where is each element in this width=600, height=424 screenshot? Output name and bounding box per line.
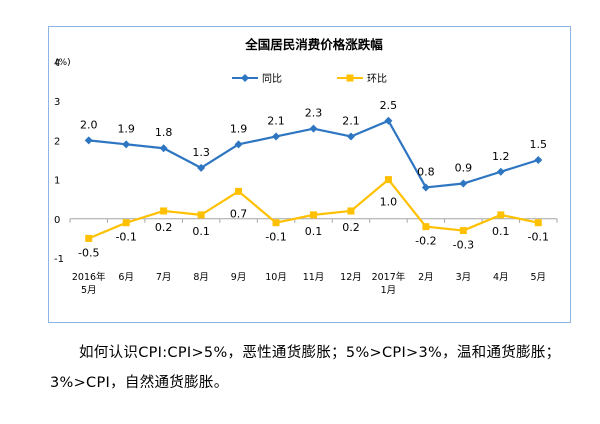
mom-point (122, 219, 130, 227)
legend-marker (346, 74, 354, 82)
x-tick-label: 2月 (418, 272, 434, 283)
mom-data-label: 0.1 (492, 225, 510, 238)
mom-data-label: 0.7 (230, 207, 248, 220)
mom-point (384, 176, 392, 184)
y-axis-unit: (%) (55, 58, 71, 68)
y-tick-label: 0 (54, 215, 60, 226)
yoy-data-label: 2.3 (305, 107, 323, 120)
mom-point (197, 211, 205, 219)
mom-point (534, 219, 542, 227)
y-tick-label: 3 (54, 97, 60, 108)
legend-label: 环比 (367, 73, 387, 85)
mom-point (235, 187, 243, 195)
yoy-data-label: 1.9 (230, 122, 248, 135)
yoy-point (384, 116, 393, 125)
mom-data-label: 0.1 (305, 225, 323, 238)
x-tick-label: 3月 (456, 272, 472, 283)
x-tick-label: 12月 (340, 272, 362, 283)
mom-data-label: -0.1 (528, 231, 549, 244)
mom-point (347, 207, 355, 215)
mom-data-label: -0.3 (453, 239, 474, 252)
mom-data-label: -0.1 (265, 231, 286, 244)
x-tick-label: 8月 (193, 272, 209, 283)
mom-data-label: -0.2 (415, 235, 436, 248)
yoy-data-label: 1.9 (117, 122, 135, 135)
x-tick-label: 1月 (381, 285, 397, 296)
legend-marker (241, 74, 249, 82)
yoy-data-label: 1.8 (155, 126, 173, 139)
mom-point (497, 211, 505, 219)
yoy-data-label: 2.5 (380, 99, 398, 112)
mom-data-label: 0.1 (192, 225, 210, 238)
mom-point (422, 223, 430, 231)
mom-point (310, 211, 317, 219)
mom-data-label: 0.2 (342, 221, 360, 234)
legend-label: 同比 (262, 73, 282, 85)
cpi-chart: 全国居民消费价格涨跌幅 (%) -1 0 1 2 3 4 2016年 5月 6月 7月 8月 9月 10月 1… (54, 37, 558, 296)
x-tick-label: 7月 (156, 272, 172, 283)
yoy-point (84, 136, 93, 145)
mom-data-label: -0.1 (115, 231, 136, 244)
y-tick-label: 1 (54, 176, 60, 187)
yoy-point (496, 167, 505, 176)
x-tick-label: 2017年 (372, 271, 406, 283)
yoy-data-label: 1.3 (192, 146, 210, 159)
mom-data-label: 0.2 (155, 221, 173, 234)
yoy-data-label: 0.9 (455, 162, 473, 175)
yoy-data-label: 2.1 (342, 114, 360, 127)
yoy-data-label: 1.5 (530, 138, 548, 151)
chart-title: 全国居民消费价格涨跌幅 (244, 37, 383, 52)
y-tick-label: 4 (54, 58, 60, 69)
yoy-data-label: 1.2 (492, 150, 510, 163)
yoy-point (159, 144, 168, 153)
yoy-point (309, 124, 318, 133)
yoy-data-label: 2.0 (80, 118, 98, 131)
x-tick-label: 9月 (231, 272, 247, 283)
mom-point (272, 219, 280, 227)
x-tick-label: 5月 (81, 285, 97, 296)
mom-point (85, 234, 93, 242)
cpi-caption: 如何认识CPI:CPI>5%，恶性通货膨胀；5%>CPI>3%，温和通货膨胀；3… (50, 345, 561, 391)
yoy-point (459, 179, 468, 188)
yoy-data-label: 2.1 (267, 114, 285, 127)
yoy-point (272, 132, 281, 141)
x-tick-label: 2016年 (72, 271, 106, 283)
yoy-point (234, 140, 243, 149)
y-tick-label: 2 (54, 136, 60, 147)
x-tick-label: 11月 (303, 272, 325, 283)
mom-data-label: -0.5 (78, 246, 99, 259)
yoy-point (346, 132, 355, 141)
y-tick-label: -1 (54, 254, 64, 265)
x-tick-label: 5月 (530, 272, 546, 283)
chart-frame: 全国居民消费价格涨跌幅 (%) -1 0 1 2 3 4 2016年 5月 6月 7月 8月 9月 10月 1… (48, 26, 571, 323)
mom-point (160, 207, 168, 215)
mom-point (459, 227, 467, 235)
mom-data-label: 1.0 (380, 196, 398, 209)
x-tick-label: 6月 (118, 272, 134, 283)
yoy-point (534, 156, 543, 164)
yoy-point (122, 140, 131, 149)
yoy-point (421, 183, 430, 192)
x-tick-label: 4月 (493, 272, 509, 283)
yoy-data-label: 0.8 (417, 165, 435, 178)
yoy-point (197, 163, 206, 172)
x-tick-label: 10月 (265, 272, 287, 283)
